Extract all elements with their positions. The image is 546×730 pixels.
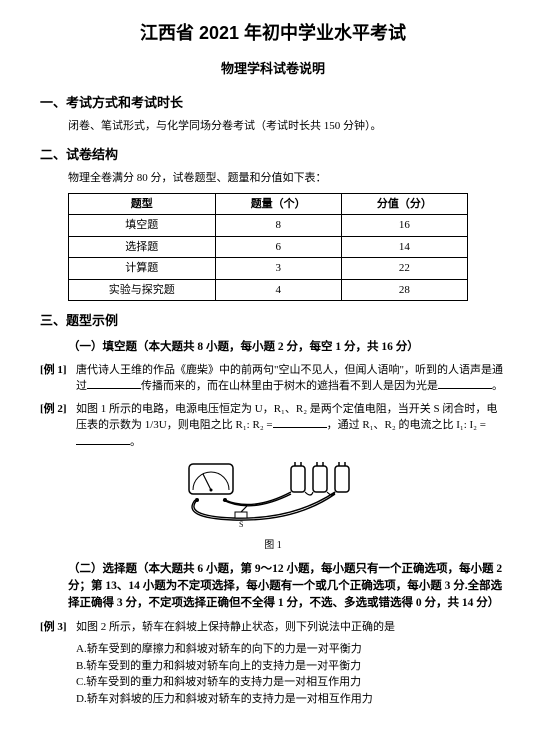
example-2: [例 2] 如图 1 所示的电路，电源电压恒定为 U，R₁、R₂ 是两个定值电阻…	[40, 401, 506, 451]
cell: 4	[215, 279, 341, 301]
option-d: D.轿车对斜坡的压力和斜坡对轿车的支持力是一对相互作用力	[40, 691, 506, 708]
example-1-label: [例 1]	[40, 362, 76, 395]
main-title: 江西省 2021 年初中学业水平考试	[40, 20, 506, 47]
example-3-body: 如图 2 所示，轿车在斜坡上保持静止状态，则下列说法中正确的是	[76, 619, 506, 636]
svg-text:S: S	[239, 520, 243, 528]
cell: 14	[341, 236, 467, 258]
part1-title: （一）填空题（本大题共 8 小题，每小题 2 分，每空 1 分，共 16 分）	[40, 339, 506, 356]
blank	[438, 378, 492, 389]
table-row: 计算题 3 22	[69, 258, 468, 280]
cell: 28	[341, 279, 467, 301]
circuit-icon: S	[173, 456, 373, 528]
section-1-head: 一、考试方式和考试时长	[40, 93, 506, 113]
cell: 选择题	[69, 236, 216, 258]
cell: 22	[341, 258, 467, 280]
blank	[273, 417, 327, 428]
section-1-body: 闭卷、笔试形式，与化学同场分卷考试（考试时长共 150 分钟）。	[40, 118, 506, 135]
table-row: 选择题 6 14	[69, 236, 468, 258]
option-a: A.轿车受到的摩擦力和斜坡对轿车的向下的力是一对平衡力	[40, 641, 506, 658]
blank	[76, 434, 130, 445]
col-header: 分值（分）	[341, 193, 467, 215]
example-1: [例 1] 唐代诗人王维的作品《鹿柴》中的前两句"空山不见人，但闻人语响"，听到…	[40, 362, 506, 395]
col-header: 题量（个）	[215, 193, 341, 215]
option-b: B.轿车受到的重力和斜坡对轿车向上的支持力是一对平衡力	[40, 658, 506, 675]
cell: 6	[215, 236, 341, 258]
cell: 3	[215, 258, 341, 280]
cell: 实验与探究题	[69, 279, 216, 301]
example-3-label: [例 3]	[40, 619, 76, 636]
col-header: 题型	[69, 193, 216, 215]
text-seg: 传播而来的，而在山林里由于树木的遮挡看不到人是因为光是	[141, 380, 438, 392]
part2-title: （二）选择题（本大题共 6 小题，第 9～12 小题，每小题只有一个正确选项，每…	[40, 561, 506, 613]
example-1-body: 唐代诗人王维的作品《鹿柴》中的前两句"空山不见人，但闻人语响"，听到的人语声是通…	[76, 362, 506, 395]
table-row: 题型 题量（个） 分值（分）	[69, 193, 468, 215]
blank	[87, 378, 141, 389]
figure-1: S	[40, 456, 506, 534]
structure-table: 题型 题量（个） 分值（分） 填空题 8 16 选择题 6 14 计算题 3 2…	[68, 193, 468, 302]
table-row: 填空题 8 16	[69, 215, 468, 237]
cell: 16	[341, 215, 467, 237]
example-3: [例 3] 如图 2 所示，轿车在斜坡上保持静止状态，则下列说法中正确的是	[40, 619, 506, 636]
text-seg: 。	[130, 436, 141, 448]
cell: 填空题	[69, 215, 216, 237]
example-2-body: 如图 1 所示的电路，电源电压恒定为 U，R₁、R₂ 是两个定值电阻，当开关 S…	[76, 401, 506, 451]
section-2-intro: 物理全卷满分 80 分，试卷题型、题量和分值如下表：	[40, 170, 506, 187]
question-text: 如图 2 所示，轿车在斜坡上保持静止状态，则下列说法中正确的是	[76, 619, 506, 636]
cell: 8	[215, 215, 341, 237]
table-row: 实验与探究题 4 28	[69, 279, 468, 301]
figure-1-caption: 图 1	[40, 538, 506, 553]
option-c: C.轿车受到的重力和斜坡对轿车的支持力是一对相互作用力	[40, 674, 506, 691]
section-2-head: 二、试卷结构	[40, 145, 506, 165]
cell: 计算题	[69, 258, 216, 280]
text-seg: 。	[492, 380, 503, 392]
subtitle: 物理学科试卷说明	[40, 59, 506, 79]
example-2-label: [例 2]	[40, 401, 76, 451]
text-seg: ，通过 R₁、R₂ 的电流之比 I₁: I₂ =	[327, 419, 486, 431]
section-3-head: 三、题型示例	[40, 311, 506, 331]
